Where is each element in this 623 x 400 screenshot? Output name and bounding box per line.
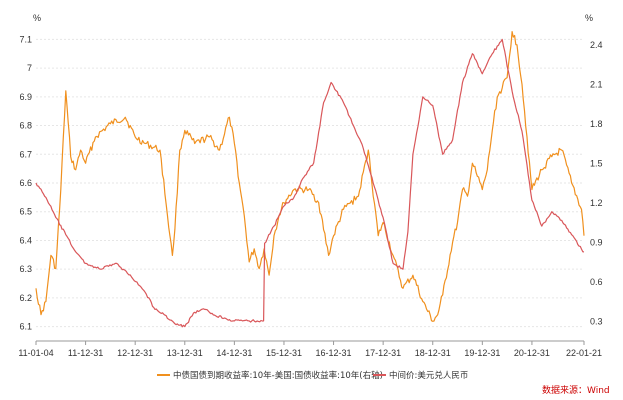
series-line-spread bbox=[35, 31, 585, 322]
x-axis-tick-label: 16-12-31 bbox=[316, 348, 352, 358]
left-axis-tick-label: 7 bbox=[27, 63, 32, 73]
left-axis-tick-label: 6.1 bbox=[19, 322, 32, 332]
series-line-fx bbox=[35, 38, 585, 328]
left-axis-tick-label: 6.6 bbox=[19, 178, 32, 188]
left-axis-tick-label: 6.4 bbox=[19, 235, 32, 245]
left-axis-unit: % bbox=[33, 13, 41, 23]
right-axis-tick-label: 2.1 bbox=[590, 79, 603, 89]
right-axis-tick-label: 1.2 bbox=[590, 198, 603, 208]
right-axis-tick-label: 0.9 bbox=[590, 237, 603, 247]
left-axis-tick-label: 6.2 bbox=[19, 293, 32, 303]
right-axis-tick-label: 1.5 bbox=[590, 158, 603, 168]
x-axis-tick-label: 15-12-31 bbox=[266, 348, 302, 358]
left-axis-tick-label: 6.7 bbox=[19, 149, 32, 159]
right-axis-tick-label: 0.3 bbox=[590, 316, 603, 326]
x-axis-tick-label: 13-12-31 bbox=[167, 348, 203, 358]
x-axis-tick-label: 22-01-21 bbox=[566, 348, 602, 358]
right-axis-unit: % bbox=[585, 13, 593, 23]
left-axis-tick-label: 7.1 bbox=[19, 34, 32, 44]
x-axis-tick-label: 20-12-31 bbox=[514, 348, 550, 358]
right-axis-tick-label: 1.8 bbox=[590, 119, 603, 129]
left-axis-tick-label: 6.5 bbox=[19, 207, 32, 217]
x-axis-tick-label: 19-12-31 bbox=[464, 348, 500, 358]
right-axis-tick-label: 0.6 bbox=[590, 277, 603, 287]
left-axis-tick-label: 6.9 bbox=[19, 92, 32, 102]
series-lines bbox=[35, 31, 585, 328]
grid-lines bbox=[36, 38, 584, 328]
legend-label-spread: 中债国债到期收益率:10年-美国:国债收益率:10年(右轴) bbox=[173, 370, 383, 381]
x-axis-tick-label: 18-12-31 bbox=[415, 348, 451, 358]
legend-label-fx: 中间价:美元兑人民币 bbox=[389, 370, 468, 381]
right-axis-tick-label: 2.4 bbox=[590, 40, 603, 50]
x-axis-tick-label: 14-12-31 bbox=[216, 348, 252, 358]
x-axis-tick-label: 11-01-04 bbox=[18, 348, 53, 358]
x-axis-tick-label: 12-12-31 bbox=[117, 348, 153, 358]
legend: 中债国债到期收益率:10年-美国:国债收益率:10年(右轴) 中间价:美元兑人民… bbox=[157, 370, 468, 381]
x-axis-tick-label: 17-12-31 bbox=[365, 348, 401, 358]
axes: 6.1 6.2 6.3 6.4 6.5 6.6 6.7 6.8 6.9 7 7.1 0.3 0.6 0.9… bbox=[18, 34, 602, 358]
left-axis-tick-label: 6.3 bbox=[19, 264, 32, 274]
x-axis-tick-label: 11-12-31 bbox=[68, 348, 103, 358]
left-axis-tick-label: 6.8 bbox=[19, 121, 32, 131]
data-source-note: 数据来源：Wind bbox=[542, 384, 610, 396]
